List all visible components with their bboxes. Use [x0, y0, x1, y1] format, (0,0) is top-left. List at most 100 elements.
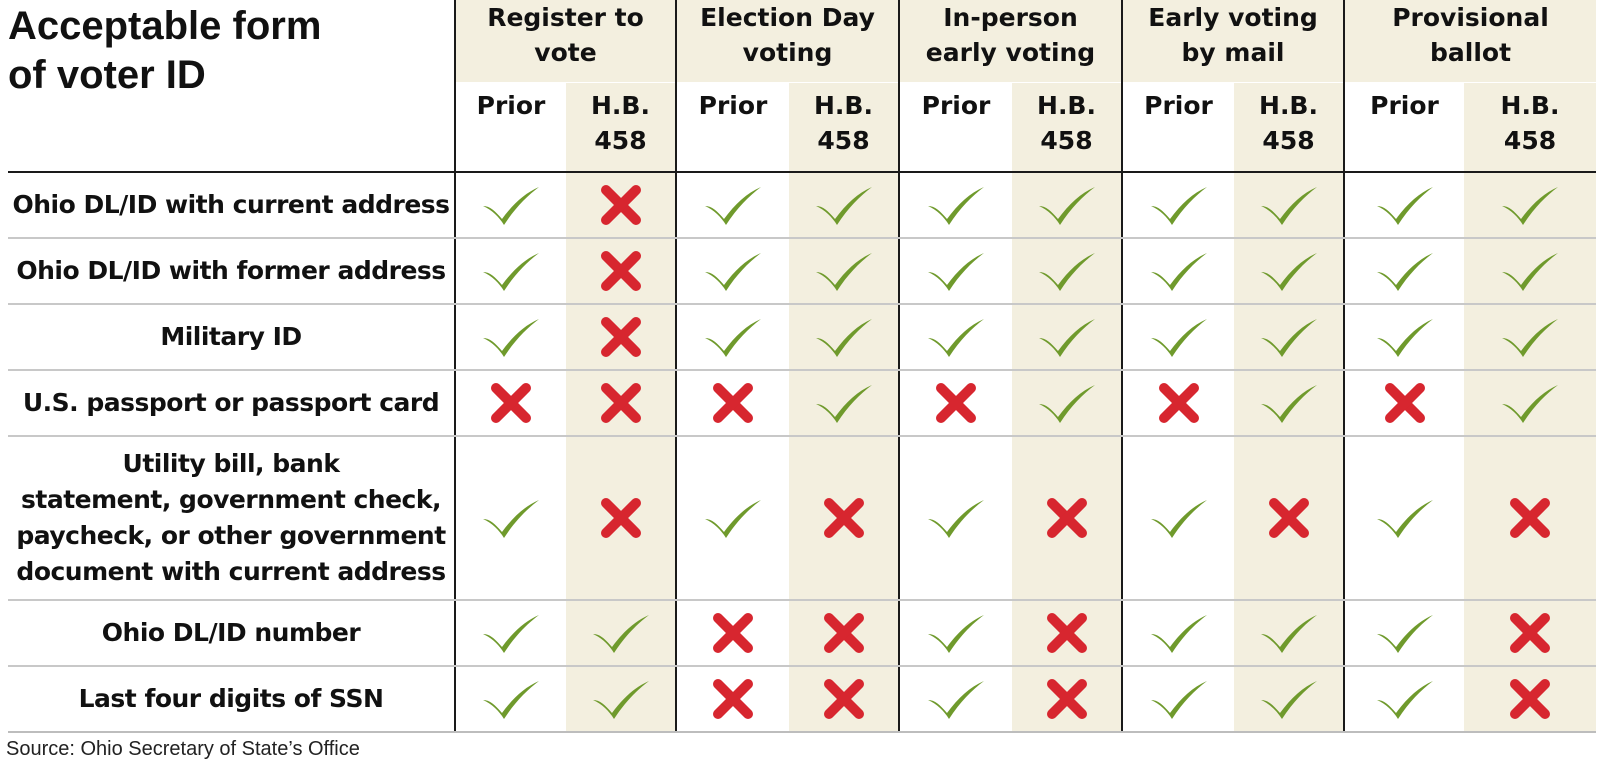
cell-not-accepted: [1464, 600, 1597, 667]
cell-accepted: [676, 436, 789, 601]
check-icon: [1376, 187, 1433, 225]
check-icon: [928, 500, 984, 538]
check-icon: [1502, 253, 1559, 291]
check-icon: [815, 319, 872, 357]
cell-accepted: [899, 238, 1012, 305]
group-header-label: Register to vote: [487, 3, 644, 67]
subheader-prior: Prior: [676, 82, 789, 173]
cell-accepted: [1234, 238, 1346, 305]
cell-not-accepted: [789, 436, 900, 601]
subheader-label: H.B. 458: [1500, 91, 1560, 155]
cross-icon: [1384, 383, 1425, 423]
group-header-label: In-person early voting: [925, 3, 1096, 67]
cell-accepted: [455, 600, 566, 667]
cross-icon: [600, 317, 641, 357]
check-icon: [928, 187, 984, 225]
cross-icon: [1046, 613, 1087, 653]
cross-icon: [1046, 679, 1087, 719]
table-title: Acceptable form of voter ID: [8, 4, 322, 97]
check-icon: [1150, 253, 1207, 291]
cell-accepted: [566, 666, 677, 733]
check-icon: [1150, 187, 1207, 225]
cross-icon: [936, 383, 976, 423]
cell-accepted: [1234, 304, 1346, 371]
cell-accepted: [1012, 238, 1124, 305]
cell-accepted: [1122, 238, 1235, 305]
check-icon: [483, 500, 539, 538]
group-header-provisional: Provisional ballot: [1344, 0, 1597, 83]
subheader-label: H.B. 458: [591, 91, 650, 155]
group-header-label: Provisional ballot: [1392, 3, 1549, 67]
check-icon: [815, 253, 872, 291]
check-icon: [928, 681, 984, 719]
subheader-label: Prior: [921, 91, 991, 120]
row-label: Ohio DL/ID with former address: [8, 238, 456, 305]
cell-accepted: [899, 666, 1012, 733]
cell-accepted: [899, 304, 1012, 371]
cell-accepted: [1122, 304, 1235, 371]
cell-accepted: [1012, 370, 1124, 437]
check-icon: [928, 615, 984, 653]
subheader-prior: Prior: [455, 82, 566, 173]
cross-icon: [600, 498, 641, 538]
check-icon: [483, 681, 539, 719]
cell-accepted: [1464, 238, 1597, 305]
cell-accepted: [789, 304, 900, 371]
check-icon: [1150, 500, 1207, 538]
cell-accepted: [1234, 666, 1346, 733]
subheader-label: H.B. 458: [814, 91, 873, 155]
row-label: Ohio DL/ID with current address: [8, 172, 456, 239]
cell-not-accepted: [1464, 666, 1597, 733]
check-icon: [483, 319, 539, 357]
cell-accepted: [455, 436, 566, 601]
cell-not-accepted: [789, 600, 900, 667]
check-icon: [1260, 615, 1317, 653]
cell-not-accepted: [1122, 370, 1235, 437]
cell-not-accepted: [566, 172, 677, 239]
cross-icon: [1268, 498, 1309, 538]
cell-accepted: [455, 238, 566, 305]
check-icon: [705, 319, 761, 357]
subheader-label: H.B. 458: [1037, 91, 1096, 155]
cell-accepted: [1344, 600, 1465, 667]
cross-icon: [823, 498, 864, 538]
cell-accepted: [1344, 172, 1465, 239]
subheader-label: H.B. 458: [1259, 91, 1318, 155]
cross-icon: [600, 383, 641, 423]
cross-icon: [1510, 679, 1551, 719]
check-icon: [1502, 319, 1559, 357]
check-icon: [1038, 319, 1095, 357]
group-header-register: Register to vote: [455, 0, 677, 83]
cell-accepted: [1012, 304, 1124, 371]
check-icon: [1038, 187, 1095, 225]
cross-icon: [491, 383, 531, 423]
check-icon: [1376, 500, 1433, 538]
subheader-hb458: H.B. 458: [1234, 82, 1346, 173]
cell-accepted: [1122, 666, 1235, 733]
cell-not-accepted: [676, 370, 789, 437]
cell-not-accepted: [566, 370, 677, 437]
group-header-election-day: Election Day voting: [676, 0, 900, 83]
cell-accepted: [789, 238, 900, 305]
cell-not-accepted: [1234, 436, 1346, 601]
cell-accepted: [1464, 304, 1597, 371]
check-icon: [1150, 615, 1207, 653]
cell-accepted: [1122, 600, 1235, 667]
cross-icon: [713, 383, 753, 423]
cell-not-accepted: [676, 600, 789, 667]
table-body: Ohio DL/ID with current address Ohio DL/I…: [8, 172, 1597, 733]
cell-accepted: [789, 370, 900, 437]
group-header-in-person-early: In-person early voting: [899, 0, 1124, 83]
cell-accepted: [676, 304, 789, 371]
check-icon: [1260, 253, 1317, 291]
cell-not-accepted: [1464, 436, 1597, 601]
cell-accepted: [1234, 370, 1346, 437]
cross-icon: [1046, 498, 1087, 538]
cell-accepted: [1344, 238, 1465, 305]
subheader-prior: Prior: [899, 82, 1012, 173]
cell-accepted: [676, 172, 789, 239]
cross-icon: [823, 613, 864, 653]
check-icon: [1260, 681, 1317, 719]
cell-accepted: [1012, 172, 1124, 239]
